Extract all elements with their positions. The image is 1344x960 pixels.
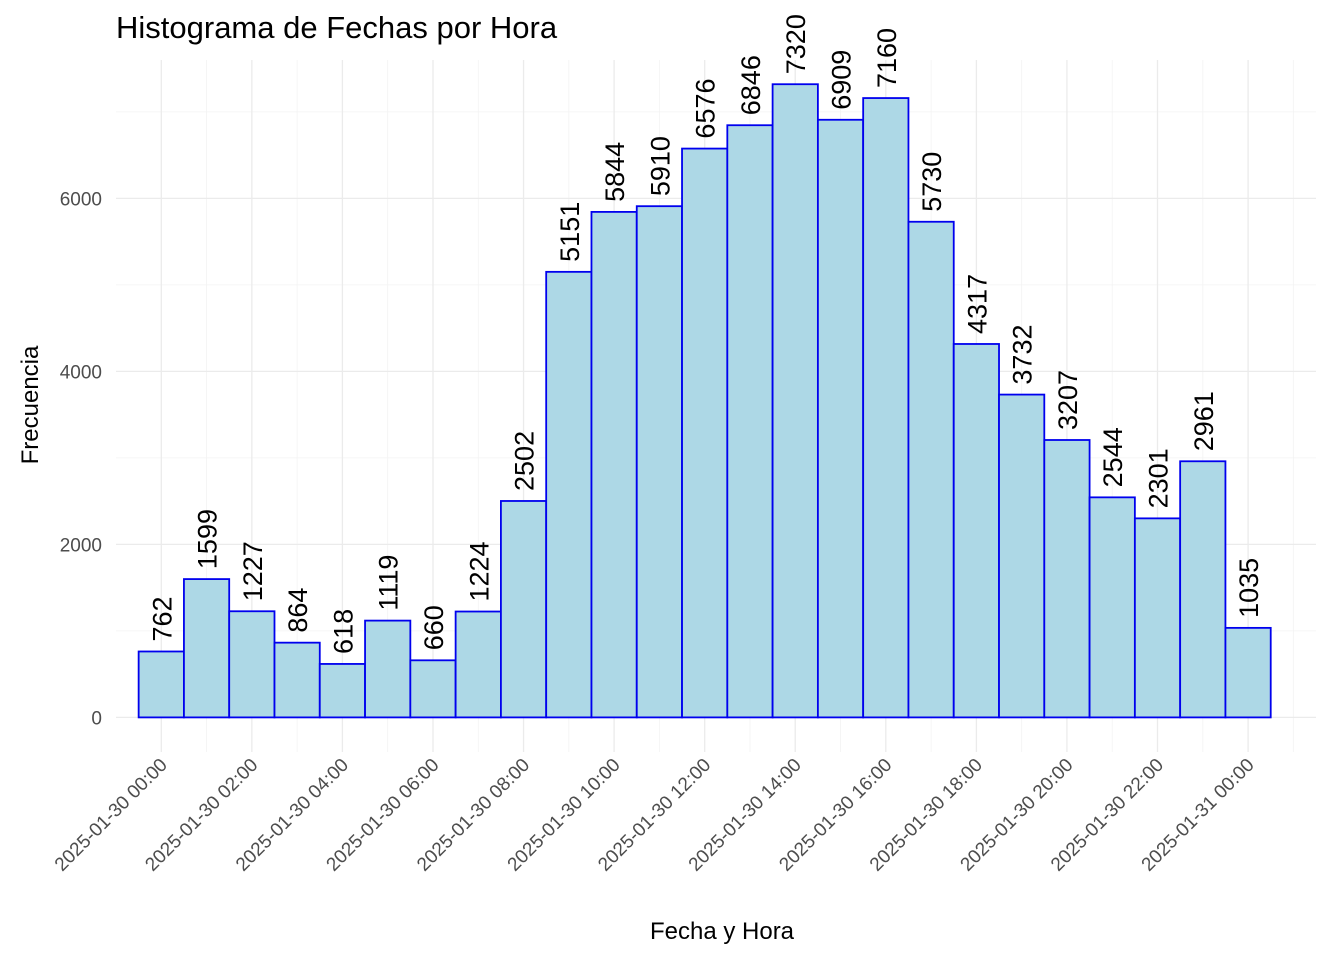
bar-value-label: 660: [419, 605, 449, 650]
bar: [816, 118, 865, 719]
bar: [590, 210, 638, 719]
bar: [273, 641, 321, 719]
bar: [228, 610, 276, 719]
bar: [454, 610, 502, 719]
bar-value-labels: 762 1599 1227 864 618 1119 660 1224 2502 5151 5844…: [147, 14, 1264, 654]
bar: [681, 147, 729, 719]
bar: [635, 205, 683, 719]
bar-value-label: 5730: [917, 152, 947, 212]
bar-value-label: 3732: [1008, 325, 1038, 385]
y-tick-label: 4000: [60, 362, 102, 383]
bar: [952, 343, 1000, 719]
bar-value-label: 1227: [238, 541, 268, 601]
bar: [137, 650, 185, 719]
y-axis-title: Frecuencia: [17, 345, 44, 464]
bar: [1224, 626, 1272, 719]
bar: [1179, 460, 1227, 719]
bar-value-label: 1119: [374, 555, 404, 611]
bar: [318, 663, 366, 719]
bar: [409, 659, 457, 719]
bar-value-label: 762: [147, 596, 177, 641]
bar-value-label: 6846: [736, 55, 766, 115]
x-axis-title: Fecha y Hora: [650, 918, 795, 945]
bar-value-label: 7160: [872, 28, 902, 88]
bar: [1088, 496, 1136, 719]
bar-value-label: 1599: [193, 509, 223, 569]
y-tick-label: 0: [91, 708, 102, 729]
y-tick-label: 6000: [60, 189, 102, 210]
bar-value-label: 2544: [1098, 427, 1128, 487]
bar-value-label: 4317: [962, 274, 992, 334]
bar: [1043, 439, 1091, 719]
bar-value-label: 5910: [645, 136, 675, 196]
bar-value-label: 5844: [600, 142, 630, 202]
bar: [726, 124, 774, 719]
bar-value-label: 2502: [510, 431, 540, 491]
y-axis-ticks: 0 2000 4000 6000: [60, 189, 102, 729]
bar-value-label: 618: [328, 609, 358, 654]
bar: [364, 619, 412, 719]
bar: [1133, 517, 1182, 719]
bar-value-label: 7320: [781, 14, 811, 74]
bar-value-label: 1035: [1234, 558, 1264, 618]
bar-value-label: 2961: [1189, 391, 1219, 451]
bar: [862, 97, 910, 719]
bar-value-label: 1224: [464, 541, 494, 601]
bar: [183, 578, 231, 719]
bar-value-label: 6576: [691, 78, 721, 138]
bars: [137, 83, 1272, 719]
bar: [545, 270, 593, 719]
y-tick-label: 2000: [60, 535, 102, 556]
bar-value-label: 6909: [827, 50, 857, 110]
bar: [998, 393, 1046, 719]
bar: [500, 500, 548, 719]
chart-title: Histograma de Fechas por Hora: [116, 10, 558, 45]
bar-value-label: 5151: [555, 202, 585, 262]
bar: [907, 220, 955, 719]
bar: [771, 83, 819, 719]
bar-value-label: 864: [283, 588, 313, 633]
bar-value-label: 3207: [1053, 370, 1083, 430]
bar-value-label: 2301: [1144, 448, 1174, 508]
